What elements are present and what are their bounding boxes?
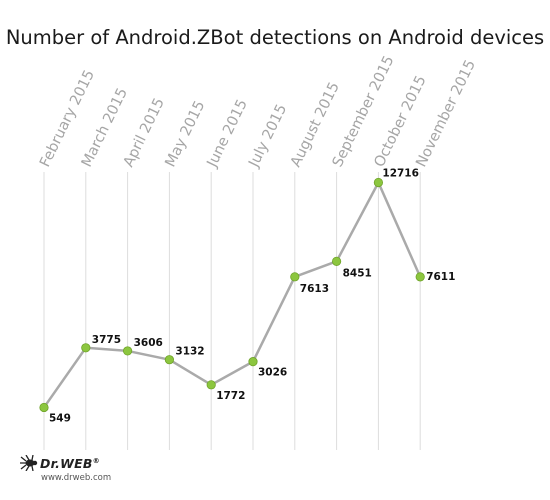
series-line [42, 181, 422, 409]
grid-layer [43, 172, 421, 450]
data-label: 8451 [343, 267, 372, 279]
chart-title: Number of Android.ZBot detections on And… [5, 26, 545, 49]
x-tick-label: April 2015 [121, 96, 168, 170]
site-url: www.drweb.com [41, 473, 112, 483]
data-point [81, 343, 91, 353]
brand-logo: Dr.WEB® [40, 456, 100, 471]
data-point [206, 380, 216, 390]
data-label: 3606 [134, 337, 163, 349]
data-label: 3026 [258, 367, 287, 379]
data-label: 7611 [426, 271, 455, 283]
line-layer [42, 181, 422, 409]
data-label: 1772 [216, 390, 245, 402]
data-point [331, 256, 342, 266]
x-tick-label: June 2015 [204, 97, 251, 171]
data-point [164, 355, 174, 365]
data-point [123, 346, 133, 356]
data-label: 7613 [300, 283, 329, 295]
marker-layer [39, 177, 425, 413]
data-label: 3132 [175, 346, 204, 358]
data-label: 549 [49, 412, 71, 424]
x-tick-label: November 2015 [413, 58, 479, 170]
dr-web-spider-icon [20, 455, 38, 471]
label-layer: 549 3775 3606 3132 1772 3026 7613 8451 12716 7611 [49, 167, 455, 424]
brand-registered: ® [92, 456, 100, 465]
data-point [415, 272, 425, 282]
data-label: 12716 [382, 167, 419, 179]
data-point [373, 177, 383, 188]
x-tick-label: May 2015 [163, 98, 209, 169]
brand-name: Dr.WEB [40, 456, 93, 471]
data-point [39, 402, 49, 413]
data-point [248, 357, 258, 367]
x-tick-label: July 2015 [246, 102, 290, 171]
data-label: 3775 [92, 334, 121, 346]
data-point [290, 272, 300, 282]
